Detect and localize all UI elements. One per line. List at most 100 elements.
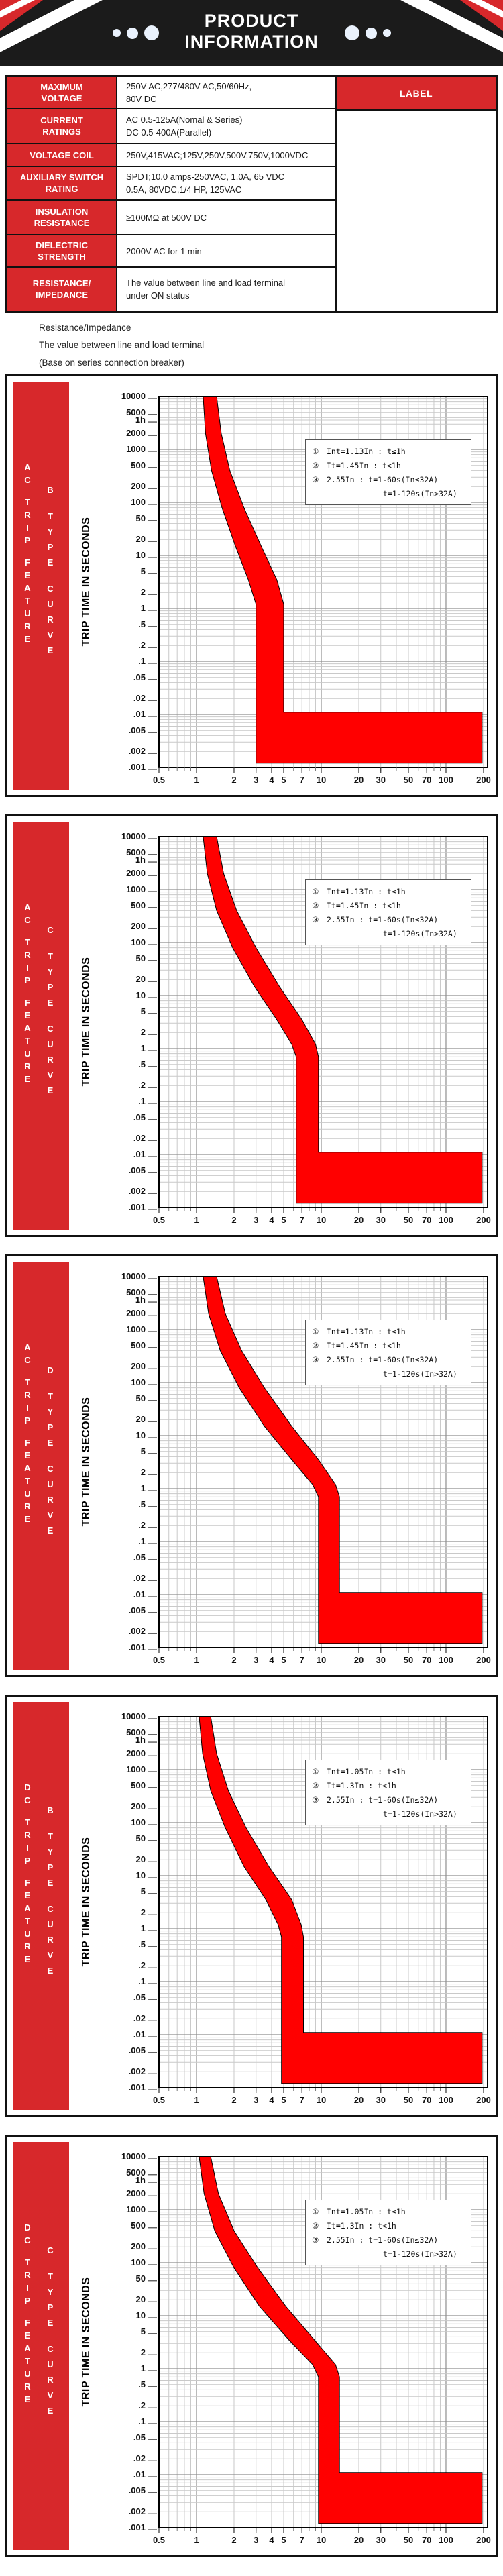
x-tick-label: 200 — [476, 775, 491, 785]
legend-bullet-icon — [368, 1807, 379, 1821]
y-tick-label: 5 — [141, 1006, 146, 1016]
x-tick-label: 5 — [281, 2095, 286, 2105]
curve-letter: U — [47, 1919, 54, 1929]
y-tick-label: 200 — [131, 1361, 146, 1371]
feature-letter: A — [24, 583, 31, 593]
feature-letter: I — [26, 523, 29, 533]
y-tick-label: 10 — [136, 550, 146, 560]
x-tick-label: 70 — [422, 775, 431, 785]
spec-row-label: AUXILIARY SWITCH RATING — [7, 167, 117, 199]
legend-item: ① Int=1.13In : t≤1h — [312, 445, 465, 459]
x-tick-label: 50 — [404, 2095, 413, 2105]
x-tick-label: 10 — [317, 775, 326, 785]
y-tick-label: .001 — [129, 2082, 146, 2092]
x-tick-label: 200 — [476, 2095, 491, 2105]
y-tick-label: .5 — [138, 1939, 146, 1949]
legend-item: ① Int=1.05In : t≤1h — [312, 1765, 465, 1779]
spec-row-value: 250V AC,277/480V AC,50/60Hz, 80V DC — [117, 77, 335, 108]
spec-table-rows: MAXIMUM VOLTAGE 250V AC,277/480V AC,50/60H… — [7, 77, 335, 311]
y-tick-label: .002 — [129, 1626, 146, 1636]
curve-letter: U — [47, 2359, 54, 2369]
header-banner: PRODUCT INFORMATION — [0, 0, 503, 66]
curve-letter: V — [47, 2390, 54, 2400]
curve-word: C — [44, 922, 57, 938]
curve-letter: Y — [47, 2287, 54, 2297]
legend-item: t=1-120s(In>32A) — [312, 1807, 465, 1821]
feature-letter: E — [24, 1010, 31, 1020]
spec-row-label: MAXIMUM VOLTAGE — [7, 77, 117, 108]
feature-letter: F — [25, 1878, 30, 1888]
y-tick-label: .1 — [138, 1536, 146, 1546]
feature-letter: T — [25, 1916, 30, 1926]
feature-letter: R — [24, 621, 31, 631]
feature-letter: E — [24, 1514, 31, 1524]
legend-item: ① Int=1.13In : t≤1h — [312, 885, 465, 899]
y-tick-label: .05 — [133, 1992, 146, 2002]
y-axis-title: TRIP TIME IN SECONDS — [80, 1397, 92, 1527]
legend-text: 2.55In : t=1-60s(In≤32A) — [327, 915, 439, 924]
trip-curve-chart-5: D C T R I P F E A T U R E C T Y P E C U R V E 10000 5000 1h 2000 10… — [5, 2135, 498, 2557]
legend-text: t=1-120s(In>32A) — [383, 1369, 457, 1379]
y-tick-label: 1000 — [126, 444, 146, 454]
y-tick-label: .01 — [133, 1589, 146, 1599]
legend-text: t=1-120s(In>32A) — [383, 929, 457, 938]
y-tick-label: 2000 — [126, 868, 146, 878]
spec-label-line: IMPEDANCE — [35, 290, 88, 300]
feature-letter: C — [24, 915, 31, 925]
feature-letter: A — [24, 462, 31, 472]
x-tick-label: 200 — [476, 1215, 491, 1225]
note-line: (Base on series connection breaker) — [39, 358, 184, 368]
x-axis-labels: 0.5 1 2 3 4 5 7 10 20 30 50 70 100 200 — [153, 767, 491, 785]
y-tick-label: 2000 — [126, 1748, 146, 1758]
feature-letter: R — [24, 1941, 31, 1951]
spec-row-value: 2000V AC for 1 min — [117, 235, 335, 266]
spec-row: DIELECTRIC STRENGTH 2000V AC for 1 min — [7, 235, 335, 268]
y-tick-label: 10 — [136, 2310, 146, 2320]
x-tick-label: 10 — [317, 2535, 326, 2545]
spec-label-line: AUXILIARY SWITCH — [19, 172, 104, 182]
feature-letter: R — [24, 2270, 31, 2280]
y-tick-label: .01 — [133, 2029, 146, 2039]
feature-letter: C — [24, 1355, 31, 1365]
legend-bullet-icon — [368, 927, 379, 941]
y-tick-label: 2 — [141, 1027, 146, 1037]
y-tick-label: 10000 — [121, 831, 146, 841]
y-tick-label: 50 — [136, 513, 146, 523]
feature-letter: I — [26, 963, 29, 973]
y-tick-label: 100 — [131, 1817, 146, 1827]
curve-letter: T — [48, 951, 53, 961]
legend-bullet-icon: ③ — [312, 915, 319, 924]
x-tick-label: 7 — [300, 2535, 304, 2545]
y-tick-label: 1 — [141, 1923, 146, 1933]
curve-word: B — [44, 482, 57, 498]
feature-letter: R — [24, 510, 31, 520]
trip-band-area — [203, 396, 483, 764]
curve-letter: C — [47, 2245, 54, 2255]
y-tick-label: 1000 — [126, 2204, 146, 2214]
y-tick-label: 100 — [131, 937, 146, 947]
y-axis-title: TRIP TIME IN SECONDS — [80, 2277, 92, 2407]
spec-row-value: ≥100MΩ at 500V DC — [117, 201, 335, 234]
dot-group-right — [345, 25, 391, 40]
y-tick-label: 500 — [131, 2220, 146, 2231]
legend-text: Int=1.05In : t≤1h — [327, 1767, 406, 1776]
x-tick-label: 10 — [317, 1215, 326, 1225]
trip-curve-chart-4: D C T R I P F E A T U R E B T Y P E C U R V E 10000 5000 1h 2000 10… — [5, 1695, 498, 2117]
note-line: Resistance/Impedance — [39, 323, 131, 333]
y-tick-label: .1 — [138, 1096, 146, 1106]
y-tick-label: .02 — [133, 2013, 146, 2023]
legend-item: ① Int=1.05In : t≤1h — [312, 2205, 465, 2219]
feature-letter: E — [24, 1890, 31, 1900]
y-tick-label: 5000 — [126, 407, 146, 417]
page-title: PRODUCT INFORMATION — [0, 11, 503, 52]
y-tick-label: .5 — [138, 2379, 146, 2390]
legend-item: ② It=1.45In : t<1h — [312, 1339, 465, 1353]
